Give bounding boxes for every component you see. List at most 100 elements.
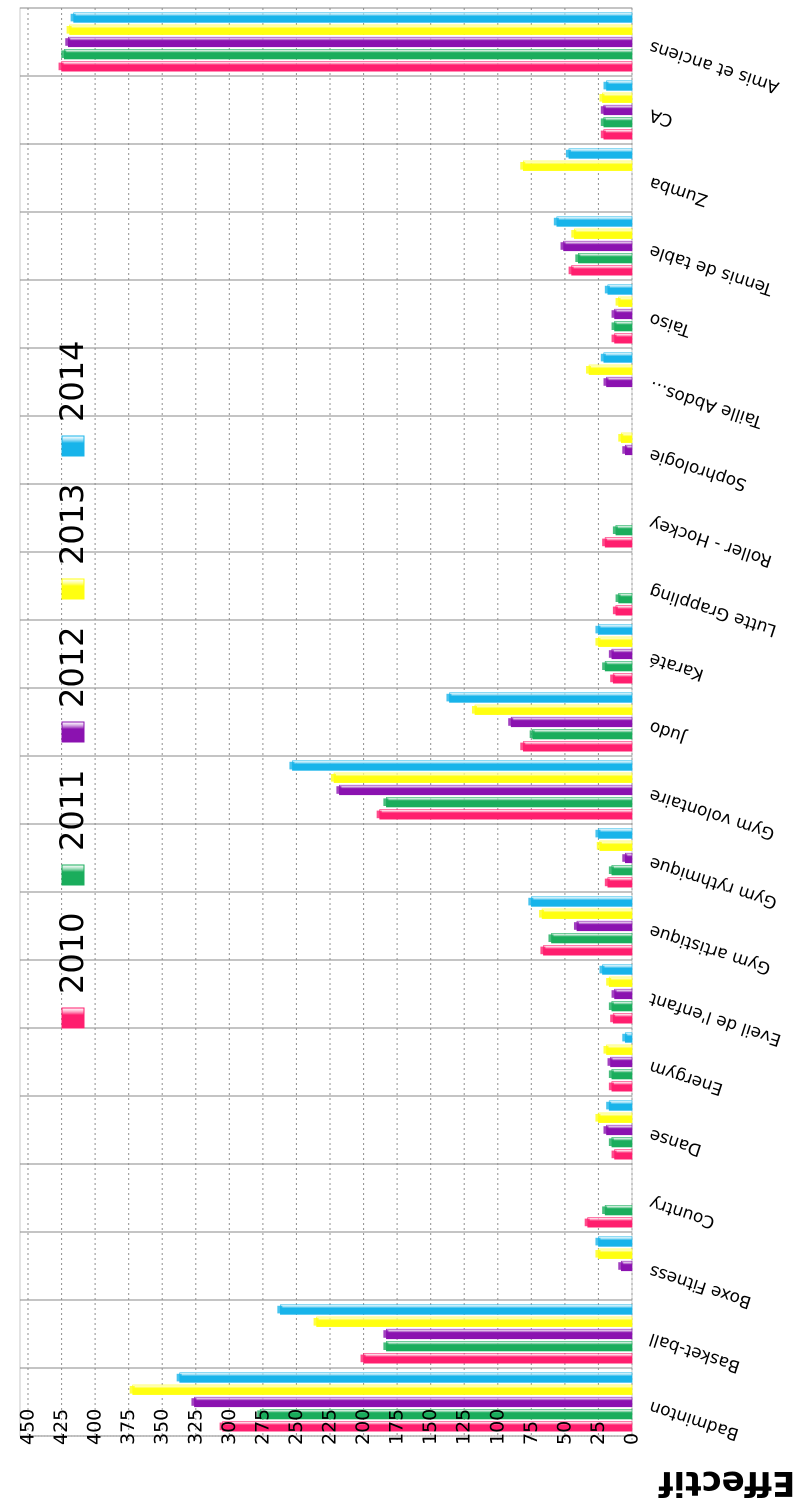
- bar-2011-lutte-grappling: [618, 593, 633, 604]
- legend-swatch: [61, 864, 85, 886]
- y-axis-label: Effectif: [657, 1463, 795, 1502]
- bar-2012-tennis-de-table: [563, 240, 633, 252]
- bar-cap: [596, 842, 602, 850]
- tick-label: 25: [587, 1421, 609, 1445]
- bar-2011-energym: [611, 1069, 633, 1080]
- bar-cap: [548, 934, 554, 942]
- bar-2011-roller-hockey: [615, 525, 633, 536]
- bar-cap: [595, 1250, 601, 1258]
- bar-2013-taille-abdos-: [588, 364, 633, 375]
- category-label: Taille Abdos…: [647, 376, 766, 432]
- bar-cap: [565, 149, 571, 158]
- bar-cap: [606, 1101, 612, 1110]
- bar-2013-gym-volontaire: [333, 772, 633, 783]
- bar-cap: [618, 1262, 624, 1270]
- category-label: Amis et anciens: [647, 36, 782, 97]
- bar-2012-karat-: [611, 648, 633, 660]
- category-label: Taiso: [647, 308, 694, 340]
- bar-cap: [520, 742, 526, 751]
- bar-2011-country: [604, 1205, 633, 1216]
- category-label: Karaté: [647, 648, 706, 684]
- bar-2012-gym-artistique: [576, 920, 633, 932]
- bar-2012-energym: [610, 1056, 633, 1068]
- bar-2010-gym-artistique: [543, 945, 633, 956]
- bar-2012-basket-ball: [386, 1328, 633, 1340]
- tick-label: 50: [553, 1421, 575, 1445]
- bar-cap: [191, 1398, 197, 1406]
- bar-cap: [603, 378, 609, 386]
- bar-cap: [600, 118, 606, 126]
- category-label: Judo: [647, 716, 689, 747]
- tick-label: 100: [486, 1409, 508, 1445]
- bar-2013-gym-artistique: [541, 908, 633, 919]
- bar-cap: [66, 26, 72, 34]
- bar-2012-amis-et-anciens: [67, 36, 633, 48]
- bar-2011-basket-ball: [386, 1341, 633, 1352]
- tick-label: 0: [621, 1433, 643, 1445]
- legend-swatch: [61, 1007, 85, 1029]
- bar-cap: [331, 774, 337, 782]
- bar-2011-badminton: [259, 1409, 633, 1420]
- category-label: Badminton: [647, 1396, 741, 1444]
- bar-2010-energym: [611, 1081, 633, 1092]
- legend-swatch: [61, 435, 85, 457]
- bar-cap: [603, 81, 609, 90]
- tick-label: 450: [17, 1409, 39, 1445]
- bar-cap: [129, 1386, 135, 1394]
- bar-cap: [618, 434, 624, 442]
- bar-cap: [600, 353, 606, 362]
- tick-label: 175: [386, 1409, 408, 1445]
- bar-cap: [58, 62, 64, 71]
- bar-cap: [608, 1002, 614, 1010]
- bar-cap: [599, 965, 605, 974]
- bar-2014-eveil-de-l-enfant: [602, 964, 633, 975]
- bar-cap: [622, 1033, 628, 1042]
- tick-label: 325: [184, 1409, 206, 1445]
- bar-cap: [540, 946, 546, 955]
- tick-label: 225: [319, 1409, 341, 1445]
- bar-cap: [595, 1114, 601, 1122]
- tick-label: 200: [352, 1409, 374, 1445]
- bar-2014-taiso: [607, 284, 633, 295]
- bar-2010-country: [587, 1217, 633, 1228]
- legend-swatch: [61, 578, 85, 600]
- bar-cap: [176, 1373, 182, 1382]
- bar-2010-basket-ball: [363, 1353, 633, 1364]
- category-label: Sophrologie: [647, 444, 749, 494]
- bar-cap: [595, 1237, 601, 1246]
- bar-2011-gym-artistique: [551, 933, 633, 944]
- bar-cap: [608, 1070, 614, 1078]
- bar-2010-roller-hockey: [604, 537, 633, 548]
- bar-cap: [611, 990, 617, 998]
- bar-cap: [608, 866, 614, 874]
- bar-2014-gym-rythmique: [598, 828, 633, 839]
- legend-label: 2013: [53, 484, 91, 565]
- legend: 2010 2011 2012 2013 2014: [53, 341, 91, 1029]
- bar-2011-ca: [603, 117, 633, 128]
- bar-2013-eveil-de-l-enfant: [608, 976, 633, 987]
- bar-cap: [336, 786, 342, 794]
- bar-cap: [622, 854, 628, 862]
- tick-label: 125: [453, 1409, 475, 1445]
- bar-2010-danse: [614, 1149, 633, 1160]
- category-label: Country: [647, 1192, 717, 1232]
- bar-2011-tennis-de-table: [578, 253, 633, 264]
- bar-2011-gym-volontaire: [386, 797, 633, 808]
- bar-cap: [615, 594, 621, 602]
- bar-cap: [606, 978, 612, 986]
- bar-2013-danse: [598, 1112, 633, 1123]
- bar-cap: [595, 638, 601, 646]
- tick-label: 150: [419, 1409, 441, 1445]
- tick-label: 350: [151, 1409, 173, 1445]
- category-label: Zumba: [647, 172, 710, 210]
- bar-2013-gym-rythmique: [599, 840, 633, 851]
- bar-2010-judo: [522, 741, 633, 752]
- category-label: Danse: [647, 1124, 704, 1160]
- bar-2012-danse: [606, 1124, 633, 1136]
- category-label: Basket-ball: [647, 1328, 743, 1376]
- bar-cap: [608, 650, 614, 658]
- bar-2013-boxe-fitness: [598, 1248, 633, 1259]
- bar-2011-taiso: [614, 321, 633, 332]
- bar-cap: [571, 230, 577, 238]
